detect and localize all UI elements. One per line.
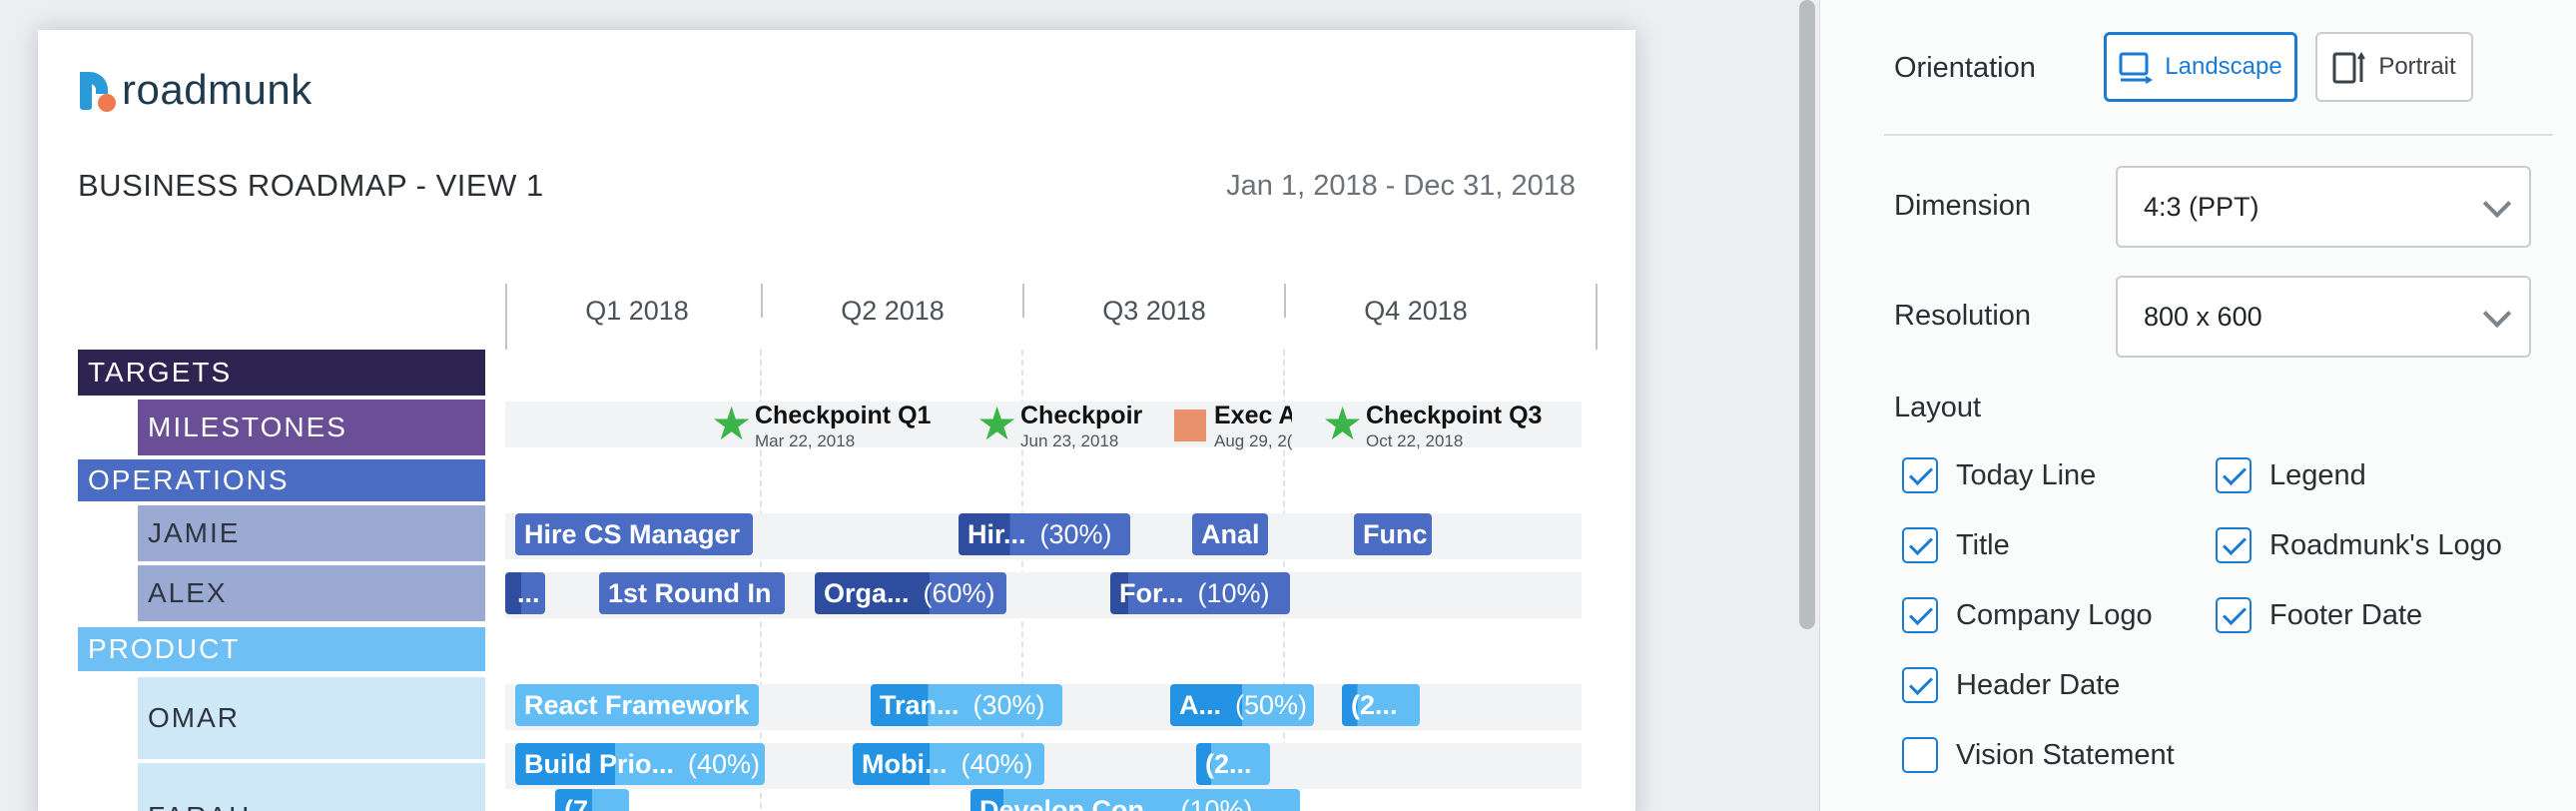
option-roadmunk-logo[interactable]: Roadmunk's Logo (2216, 527, 2502, 563)
group-label-jamie: JAMIE (138, 505, 485, 561)
checkbox[interactable] (1902, 667, 1938, 703)
group-label-targets: TARGETS (78, 350, 485, 396)
roadmap-bar[interactable]: Develop Con... (10%) (970, 789, 1300, 811)
group-label-operations: OPERATIONS (78, 459, 485, 501)
quarter-separator (1284, 284, 1286, 318)
roadmap-preview: roadmunk BUSINESS ROADMAP - VIEW 1 Jan 1… (38, 30, 1635, 811)
roadmap-bar[interactable]: 1st Round In (599, 572, 785, 614)
milestone-date: Mar 22, 2018 (755, 431, 856, 450)
preview-scrollbar[interactable] (1799, 0, 1815, 629)
group-label-milestones: MILESTONES (138, 400, 485, 455)
panel-divider (1884, 134, 2553, 136)
portrait-icon (2332, 50, 2366, 84)
quarter-label: Q1 2018 (585, 296, 689, 326)
roadmap-bar[interactable]: ... (505, 572, 545, 614)
roadmap-bar[interactable]: React Framework (515, 684, 759, 726)
roadmap-title: BUSINESS ROADMAP - VIEW 1 (78, 168, 544, 203)
resolution-value: 800 x 600 (2144, 301, 2262, 332)
milestone-title: Checkpoint Q1 (755, 402, 932, 429)
milestone-title: Exec Al (1214, 402, 1292, 429)
milestone-date: Jun 23, 2018 (1020, 431, 1119, 450)
checkbox[interactable] (1902, 597, 1938, 633)
roadmap-bar[interactable]: Func (1354, 513, 1432, 555)
resolution-label: Resolution (1894, 300, 2032, 332)
roadmap-bar[interactable]: For... (10%) (1110, 572, 1290, 614)
roadmap-bar[interactable]: Anal (1192, 513, 1268, 555)
landscape-button[interactable]: Landscape (2104, 32, 2297, 102)
milestone-title: Checkpoint Q3 (1366, 402, 1543, 429)
logo-text: roadmunk (122, 66, 313, 113)
milestone-star-icon[interactable]: ★ (1322, 398, 1364, 449)
option-company-logo[interactable]: Company Logo (1902, 597, 2153, 633)
roadmap-bar[interactable]: Tran... (30%) (871, 684, 1062, 726)
roadmap-bar[interactable]: Build Prio... (40%) (515, 743, 765, 785)
quarter-separator (1022, 284, 1024, 318)
roadmap-bar[interactable]: (2... (1196, 743, 1270, 785)
dimension-label: Dimension (1894, 190, 2031, 222)
milestone-star-icon[interactable]: ★ (711, 398, 753, 449)
roadmap-date-range: Jan 1, 2018 - Dec 31, 2018 (1226, 170, 1576, 202)
checkbox[interactable] (1902, 527, 1938, 563)
quarter-label: Q2 2018 (841, 296, 945, 326)
milestone-star-icon[interactable]: ★ (976, 398, 1018, 449)
milestone-square-icon[interactable] (1174, 409, 1206, 441)
group-label-alex: ALEX (138, 565, 485, 621)
option-title[interactable]: Title (1902, 527, 2010, 563)
roadmap-bar[interactable]: (2... (1342, 684, 1420, 726)
quarter-separator (761, 284, 763, 318)
roadmap-bar[interactable]: (7... (555, 789, 629, 811)
option-vision-statement[interactable]: Vision Statement (1902, 737, 2175, 773)
quarter-label: Q4 2018 (1364, 296, 1468, 326)
checkbox[interactable] (2216, 457, 2252, 493)
export-settings-panel: Orientation Landscape Portrait Dimension… (1819, 0, 2576, 811)
milestone-title: Checkpoir (1020, 402, 1143, 429)
timeline-axis: Q1 2018 Q2 2018 Q3 2018 Q4 2018 (505, 284, 1598, 350)
landscape-icon (2119, 50, 2154, 84)
resolution-select[interactable]: 800 x 600 (2116, 276, 2531, 358)
checkbox[interactable] (2216, 597, 2252, 633)
option-footer-date[interactable]: Footer Date (2216, 597, 2422, 633)
roadmap-bar[interactable]: Orga... (60%) (815, 572, 1006, 614)
checkbox[interactable] (1902, 737, 1938, 773)
orientation-label: Orientation (1894, 52, 2036, 84)
chevron-down-icon (2482, 299, 2512, 329)
quarter-label: Q3 2018 (1102, 296, 1206, 326)
lane-milestones (505, 402, 1582, 447)
roadmunk-logo: roadmunk (78, 66, 313, 114)
option-today-line[interactable]: Today Line (1902, 457, 2096, 493)
roadmap-bar[interactable]: A... (50%) (1170, 684, 1314, 726)
group-label-omar: OMAR (138, 677, 485, 759)
dimension-select[interactable]: 4:3 (PPT) (2116, 166, 2531, 248)
checkbox[interactable] (1902, 457, 1938, 493)
milestone-date: Oct 22, 2018 (1366, 431, 1464, 450)
option-header-date[interactable]: Header Date (1902, 667, 2120, 703)
option-legend[interactable]: Legend (2216, 457, 2366, 493)
group-label-product: PRODUCT (78, 627, 485, 671)
roadmunk-logo-icon (78, 68, 116, 112)
roadmap-bar[interactable]: Mobi... (40%) (853, 743, 1044, 785)
roadmap-bar[interactable]: Hir... (30%) (959, 513, 1130, 555)
layout-label: Layout (1894, 392, 1982, 423)
portrait-button[interactable]: Portrait (2315, 32, 2473, 102)
portrait-label: Portrait (2378, 53, 2456, 80)
landscape-label: Landscape (2165, 53, 2282, 80)
dimension-value: 4:3 (PPT) (2144, 191, 2259, 222)
checkbox[interactable] (2216, 527, 2252, 563)
roadmap-bar[interactable]: Hire CS Manager (515, 513, 753, 555)
chevron-down-icon (2482, 189, 2512, 219)
milestone-date: Aug 29, 2( (1214, 431, 1292, 450)
group-label-farah: FARAH (138, 763, 485, 811)
